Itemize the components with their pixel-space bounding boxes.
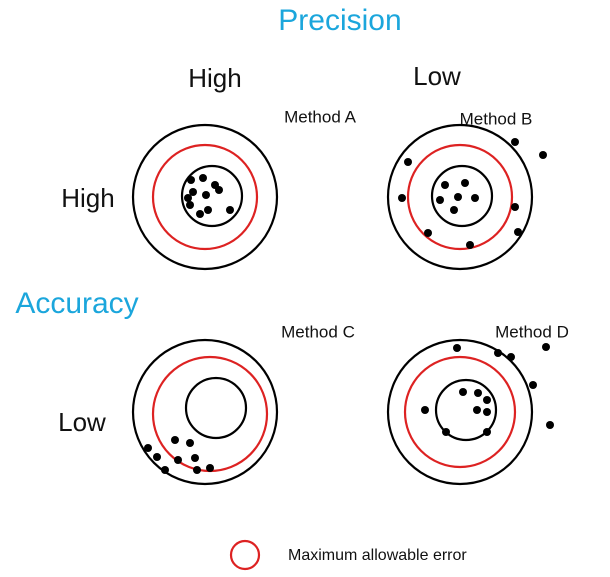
hit: [404, 158, 412, 166]
legend-marker: [229, 539, 261, 571]
hit: [450, 206, 458, 214]
hit: [424, 229, 432, 237]
hit: [184, 194, 192, 202]
hit: [153, 453, 161, 461]
hit: [511, 138, 519, 146]
hit: [453, 344, 461, 352]
hit: [144, 444, 152, 452]
hit: [483, 428, 491, 436]
hit: [161, 466, 169, 474]
hit: [215, 186, 223, 194]
hit: [514, 228, 522, 236]
legend-label: Maximum allowable error: [288, 547, 467, 564]
method-label: Method A: [284, 107, 356, 126]
hit: [193, 466, 201, 474]
row-label: High: [61, 183, 114, 213]
column-label: High: [188, 63, 241, 93]
hit: [202, 191, 210, 199]
hit: [473, 406, 481, 414]
hit: [511, 203, 519, 211]
hit: [454, 193, 462, 201]
hit: [546, 421, 554, 429]
hit: [226, 206, 234, 214]
hit: [186, 439, 194, 447]
hit: [421, 406, 429, 414]
hit: [174, 456, 182, 464]
hit: [398, 194, 406, 202]
hit: [196, 210, 204, 218]
accuracy-title: Accuracy: [15, 287, 138, 320]
hit: [471, 194, 479, 202]
hit: [191, 454, 199, 462]
hit: [474, 389, 482, 397]
hit: [542, 343, 550, 351]
hit: [436, 196, 444, 204]
hit: [529, 381, 537, 389]
hit: [171, 436, 179, 444]
target-b: [386, 123, 534, 271]
method-label: Method D: [495, 322, 569, 341]
target-c: [131, 338, 279, 486]
row-label: Low: [58, 407, 106, 437]
column-label: Low: [413, 61, 461, 91]
hit: [442, 428, 450, 436]
method-label: Method B: [460, 109, 533, 128]
hits: [144, 138, 554, 474]
target-a: [131, 123, 279, 271]
hit: [507, 353, 515, 361]
hit: [189, 188, 197, 196]
hit: [466, 241, 474, 249]
method-label: Method C: [281, 322, 355, 341]
hit: [206, 464, 214, 472]
target-d: [386, 338, 534, 486]
hit: [187, 176, 195, 184]
hit: [539, 151, 547, 159]
hit: [199, 174, 207, 182]
hit: [461, 179, 469, 187]
precision-title: Precision: [278, 4, 401, 37]
hit: [459, 388, 467, 396]
hit: [441, 181, 449, 189]
hit: [494, 349, 502, 357]
hit: [204, 206, 212, 214]
hit: [483, 408, 491, 416]
hit: [186, 201, 194, 209]
hit: [483, 396, 491, 404]
